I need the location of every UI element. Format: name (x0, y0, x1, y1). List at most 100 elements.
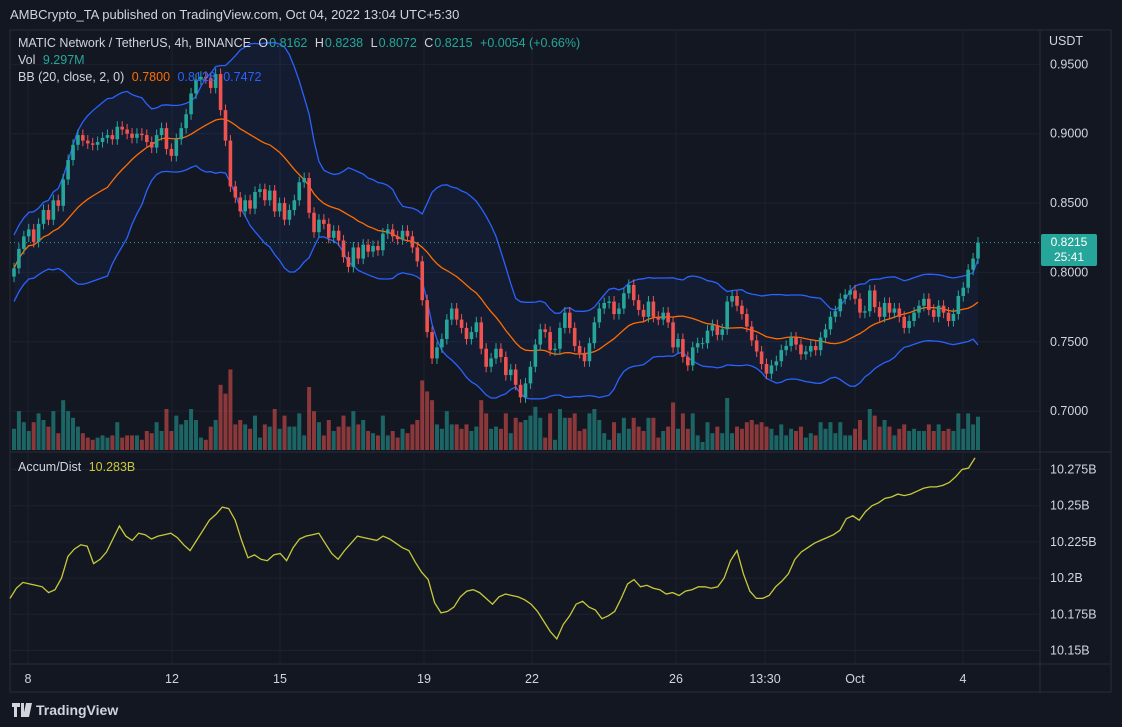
candle-body (922, 298, 926, 306)
ad-tick-label: 10.25B (1050, 499, 1090, 513)
volume-bar (228, 369, 233, 450)
ad-tick-label: 10.175B (1050, 607, 1097, 621)
tradingview-logo[interactable]: TradingView (12, 702, 118, 718)
symbol-legend: MATIC Network / TetherUS, 4h, BINANCE O0… (18, 36, 584, 50)
volume-bar (371, 433, 376, 450)
candle-body (307, 178, 311, 213)
volume-bar (882, 420, 887, 450)
volume-bar (749, 420, 754, 450)
volume-bar (36, 413, 41, 450)
volume-bar (420, 380, 425, 450)
volume-bar (90, 439, 95, 450)
volume-bar (444, 411, 449, 450)
volume-bar (951, 431, 956, 450)
volume-bar (798, 426, 803, 450)
candle-body (287, 209, 292, 220)
candle-body (543, 329, 547, 333)
bb-label: BB (20, close, 2, 0) (18, 70, 125, 84)
bb-lower-value: 0.7472 (223, 70, 262, 84)
ad-tick-label: 10.2B (1050, 571, 1083, 585)
volume-bar (46, 426, 51, 450)
volume-bar (66, 411, 71, 450)
candle-body (779, 350, 784, 362)
candle-body (474, 322, 479, 333)
volume-bar (528, 415, 533, 450)
candle-body (71, 144, 75, 161)
volume-legend: Vol 9.297M (18, 53, 89, 67)
chart-border (9, 29, 1112, 693)
volume-bar (144, 431, 149, 450)
ad-tick-label: 10.275B (1050, 462, 1097, 476)
volume-bar (503, 413, 508, 450)
volume-bar (351, 411, 356, 450)
volume-bar (479, 400, 484, 450)
candle-body (838, 298, 843, 312)
candle-body (341, 240, 346, 258)
volume-bar (784, 435, 789, 450)
candle-body (17, 248, 21, 269)
volume-bar (134, 435, 139, 450)
candle-body (400, 230, 405, 240)
candle-body (720, 329, 725, 335)
volume-bar (454, 424, 459, 450)
candle-body (223, 110, 228, 141)
candle-body (169, 148, 174, 156)
candle-body (174, 139, 179, 156)
candle-body (425, 300, 429, 333)
ad-label: Accum/Dist (18, 460, 82, 474)
volume-bar (326, 420, 331, 450)
change-value: +0.0054 (+0.66%) (480, 36, 581, 50)
volume-bar (646, 417, 651, 450)
volume-bar (597, 420, 602, 450)
candle-body (769, 365, 774, 374)
candle-body (51, 200, 56, 220)
candle-body (371, 246, 375, 252)
volume-bar (100, 435, 105, 450)
volume-bar (474, 426, 479, 450)
candle-body (523, 383, 528, 398)
candle-body (464, 327, 469, 340)
volume-bar (272, 409, 277, 450)
volume-bar (390, 431, 395, 450)
candle-body (508, 369, 513, 376)
candle-body (666, 312, 670, 323)
candle-body (587, 343, 592, 362)
volume-bar (248, 428, 253, 450)
volume-bar (380, 415, 385, 450)
candle-body (184, 114, 188, 129)
candle-body (794, 337, 798, 345)
candle-body (828, 316, 833, 330)
candle-body (376, 246, 380, 251)
candle-body (946, 312, 951, 321)
volume-bar (577, 431, 582, 450)
volume-bar (430, 400, 435, 450)
candle-body (41, 209, 46, 224)
candle-body (833, 311, 838, 317)
volume-bar (789, 428, 794, 450)
candle-body (848, 290, 852, 295)
volume-bar (120, 437, 125, 450)
time-tick-label: 26 (669, 672, 683, 686)
volume-bar (282, 415, 287, 450)
candle-body (882, 302, 887, 317)
candle-body (282, 203, 287, 220)
volume-bar (966, 413, 971, 450)
volume-bar (685, 428, 690, 450)
volume-bar (921, 431, 926, 450)
volume-bar (739, 428, 744, 450)
volume-bar (16, 411, 21, 450)
volume-bar (897, 428, 902, 450)
candle-body (690, 347, 695, 366)
candle-body (971, 258, 975, 270)
ad-line (9, 457, 976, 641)
chart-canvas[interactable]: 0.9500 0.9000 0.8500 0.8000 0.7500 0.7000 10.2… (0, 0, 1122, 694)
vol-value: 9.297M (42, 53, 85, 67)
candle-body (31, 229, 36, 242)
volume-bar (695, 435, 700, 450)
candle-body (764, 363, 769, 374)
bb-mid-line (13, 118, 979, 355)
candle-body (213, 74, 218, 88)
volume-bar (813, 435, 818, 450)
candle-body (356, 247, 361, 259)
volume-bar (523, 420, 528, 450)
